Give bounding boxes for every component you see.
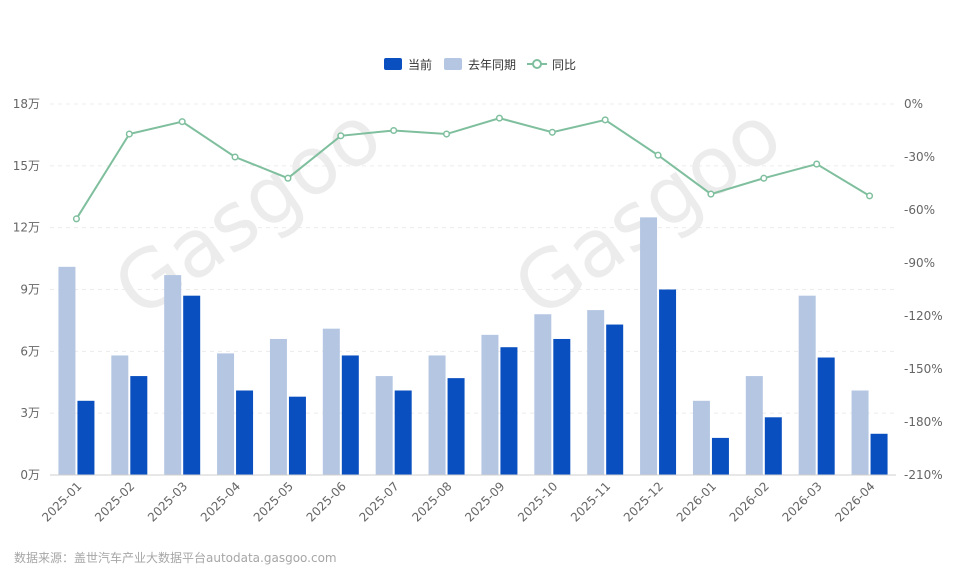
yoy-point[interactable]	[72, 215, 80, 223]
y-left-tick-label: 18万	[13, 97, 40, 111]
yoy-point[interactable]	[495, 114, 503, 122]
x-tick-label: 2025-08	[409, 479, 454, 524]
bar-last-year[interactable]	[851, 390, 869, 475]
yoy-line	[75, 117, 871, 220]
bar-last-year[interactable]	[111, 355, 129, 475]
yoy-point[interactable]	[337, 132, 345, 140]
legend: 当前 去年同期 同比	[384, 57, 576, 72]
yoy-point[interactable]	[125, 130, 133, 138]
x-tick-label: 2025-01	[39, 479, 84, 524]
bar-last-year[interactable]	[798, 295, 816, 475]
bar-last-year[interactable]	[745, 376, 763, 475]
y-right-tick-label: -90%	[904, 256, 935, 270]
bar-last-year[interactable]	[428, 355, 446, 475]
bar-last-year[interactable]	[587, 310, 605, 475]
yoy-point[interactable]	[178, 118, 186, 126]
data-source-note: 数据来源：盖世汽车产业大数据平台autodata.gasgoo.com	[14, 551, 337, 565]
bar-last-year[interactable]	[640, 217, 658, 475]
yoy-point[interactable]	[654, 151, 662, 159]
yoy-point[interactable]	[443, 130, 451, 138]
legend-item-current[interactable]: 当前	[384, 57, 432, 72]
bar-last-year[interactable]	[269, 338, 287, 475]
legend-swatch-current	[384, 58, 402, 70]
yoy-point[interactable]	[601, 116, 609, 124]
bar-last-year[interactable]	[322, 328, 340, 475]
bar-current[interactable]	[817, 357, 835, 475]
y-right-tick-label: -60%	[904, 203, 935, 217]
bar-last-year[interactable]	[534, 314, 552, 475]
x-tick-label: 2025-10	[515, 479, 560, 524]
y-right-tick-label: -120%	[904, 309, 943, 323]
x-tick-label: 2025-06	[304, 479, 349, 524]
bar-current[interactable]	[341, 355, 359, 475]
bar-current[interactable]	[236, 390, 254, 475]
bar-last-year[interactable]	[375, 376, 393, 475]
x-tick-label: 2025-09	[462, 479, 507, 524]
y-right-tick-label: -180%	[904, 415, 943, 429]
x-tick-label: 2025-05	[251, 479, 296, 524]
y-right-tick-label: -210%	[904, 468, 943, 482]
yoy-point[interactable]	[284, 174, 292, 182]
legend-label-yoy: 同比	[552, 58, 576, 72]
bar-current[interactable]	[659, 289, 677, 476]
bar-current[interactable]	[711, 437, 729, 475]
bar-last-year[interactable]	[481, 334, 499, 475]
bar-current[interactable]	[130, 376, 148, 475]
x-tick-label: 2025-11	[568, 479, 613, 524]
bar-last-year[interactable]	[217, 353, 235, 475]
x-tick-label: 2026-04	[832, 479, 877, 524]
bar-last-year[interactable]	[58, 266, 76, 475]
yoy-line-series	[72, 114, 874, 223]
bar-current[interactable]	[870, 433, 888, 475]
bar-last-year[interactable]	[164, 275, 182, 475]
bar-current[interactable]	[77, 400, 95, 475]
legend-swatch-last-year	[444, 58, 462, 70]
yoy-point[interactable]	[760, 174, 768, 182]
x-tick-label: 2025-02	[92, 479, 137, 524]
y-left-tick-label: 9万	[20, 283, 40, 297]
yoy-point[interactable]	[390, 126, 398, 135]
watermark-logo: Gasgoo Gasgoo	[98, 87, 798, 336]
x-tick-label: 2026-01	[674, 479, 719, 524]
x-tick-label: 2025-12	[621, 479, 666, 524]
y-left-tick-label: 3万	[20, 406, 40, 420]
y-left-tick-label: 15万	[13, 159, 40, 173]
x-tick-label: 2026-03	[779, 479, 824, 524]
legend-item-yoy[interactable]: 同比	[527, 58, 576, 72]
x-tick-label: 2025-03	[145, 479, 190, 524]
bar-current[interactable]	[764, 417, 782, 475]
bar-current[interactable]	[606, 324, 624, 475]
svg-text:Gasgoo: Gasgoo	[98, 87, 398, 336]
bar-current[interactable]	[447, 378, 465, 475]
bar-current[interactable]	[394, 390, 412, 475]
y-left-tick-label: 0万	[20, 468, 40, 482]
bar-current[interactable]	[500, 347, 518, 475]
bar-current[interactable]	[183, 295, 201, 475]
bar-current[interactable]	[553, 338, 571, 475]
y-right-tick-label: -150%	[904, 362, 943, 376]
legend-label-current: 当前	[408, 57, 432, 72]
x-tick-label: 2026-02	[727, 479, 772, 524]
y-right-tick-label: 0%	[904, 97, 923, 111]
y-left-tick-label: 12万	[13, 221, 40, 235]
yoy-point[interactable]	[866, 192, 874, 200]
y-left-tick-label: 6万	[20, 344, 40, 358]
x-tick-label: 2025-04	[198, 479, 243, 524]
legend-label-last-year: 去年同期	[468, 58, 516, 72]
yoy-point[interactable]	[707, 190, 715, 198]
y-right-tick-label: -30%	[904, 150, 935, 164]
legend-item-last-year[interactable]: 去年同期	[444, 58, 516, 72]
yoy-point[interactable]	[231, 153, 239, 161]
yoy-point[interactable]	[548, 128, 556, 136]
x-tick-label: 2025-07	[356, 479, 401, 524]
bar-current[interactable]	[288, 396, 306, 475]
bar-series	[58, 217, 888, 476]
yoy-point[interactable]	[813, 160, 821, 168]
legend-marker-yoy	[532, 59, 542, 69]
bar-last-year[interactable]	[692, 400, 710, 475]
